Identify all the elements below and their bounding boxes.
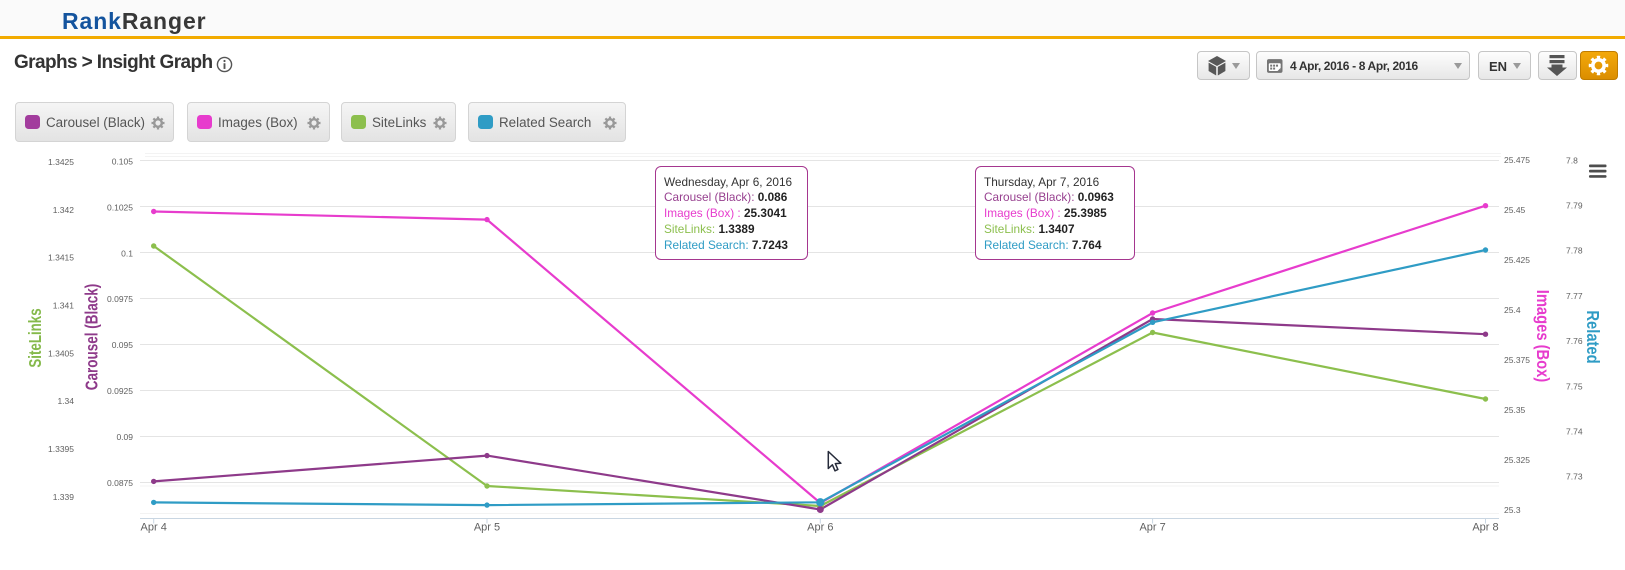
svg-text:7.78: 7.78: [1566, 246, 1583, 256]
svg-text:1.34: 1.34: [57, 396, 74, 406]
svg-text:25.3: 25.3: [1504, 505, 1521, 515]
svg-text:1.3415: 1.3415: [48, 253, 74, 263]
svg-text:Apr 7: Apr 7: [1139, 522, 1165, 534]
svg-text:25.35: 25.35: [1504, 405, 1526, 415]
svg-text:1.342: 1.342: [53, 205, 75, 215]
svg-text:Apr 8: Apr 8: [1472, 522, 1498, 534]
svg-text:7.8: 7.8: [1566, 155, 1578, 165]
svg-text:Images (Box): Images (Box): [1533, 290, 1553, 383]
svg-text:0.1025: 0.1025: [107, 202, 133, 212]
svg-text:1.341: 1.341: [53, 301, 75, 311]
svg-text:1.339: 1.339: [53, 492, 75, 502]
svg-text:7.76: 7.76: [1566, 336, 1583, 346]
svg-text:0.0925: 0.0925: [107, 386, 133, 396]
svg-text:Related: Related: [1583, 310, 1603, 363]
svg-text:0.105: 0.105: [112, 157, 134, 167]
svg-text:0.095: 0.095: [112, 340, 134, 350]
svg-text:0.0975: 0.0975: [107, 294, 133, 304]
svg-text:7.75: 7.75: [1566, 381, 1583, 391]
svg-text:Carousel (Black): Carousel (Black): [83, 284, 102, 390]
svg-text:SiteLinks: SiteLinks: [26, 308, 45, 367]
svg-text:7.74: 7.74: [1566, 427, 1583, 437]
svg-text:7.77: 7.77: [1566, 291, 1583, 301]
svg-text:25.475: 25.475: [1504, 155, 1530, 165]
svg-text:25.425: 25.425: [1504, 255, 1530, 265]
svg-text:25.325: 25.325: [1504, 455, 1530, 465]
svg-text:25.4: 25.4: [1504, 305, 1521, 315]
svg-text:7.73: 7.73: [1566, 472, 1583, 482]
svg-text:0.1: 0.1: [121, 248, 133, 258]
svg-text:Apr 5: Apr 5: [474, 522, 500, 534]
svg-text:7.79: 7.79: [1566, 201, 1583, 211]
svg-text:Apr 6: Apr 6: [807, 522, 833, 534]
svg-text:Apr 4: Apr 4: [141, 522, 167, 534]
svg-text:0.09: 0.09: [116, 432, 133, 442]
svg-text:1.3405: 1.3405: [48, 348, 74, 358]
svg-text:1.3425: 1.3425: [48, 157, 74, 167]
svg-text:0.0875: 0.0875: [107, 478, 133, 488]
svg-text:1.3395: 1.3395: [48, 444, 74, 454]
svg-text:25.45: 25.45: [1504, 205, 1526, 215]
svg-text:25.375: 25.375: [1504, 355, 1530, 365]
